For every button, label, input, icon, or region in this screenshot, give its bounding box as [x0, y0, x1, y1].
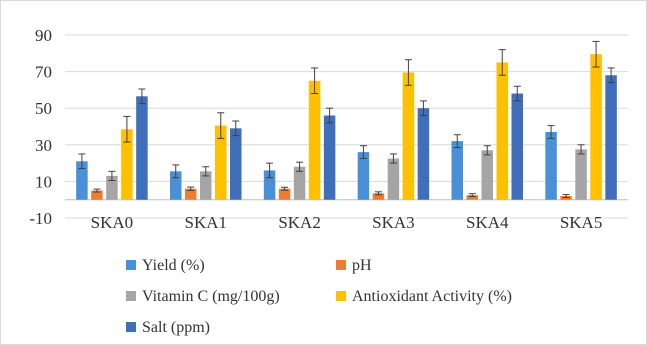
error-bar: [592, 40, 600, 68]
error-bar: [217, 112, 225, 139]
bar: [293, 166, 306, 200]
bar: [511, 93, 523, 200]
error-bar: [108, 170, 116, 181]
y-tick-label: 70: [35, 63, 52, 82]
legend-swatch: [336, 291, 346, 301]
bar: [278, 188, 291, 200]
bar: [590, 54, 602, 200]
error-bar: [93, 188, 101, 193]
error-bar: [404, 59, 412, 86]
bar: [121, 129, 133, 200]
x-category-label: SKA1: [184, 213, 227, 232]
bar: [308, 80, 321, 200]
legend-label: Salt (ppm): [142, 319, 210, 336]
x-axis-labels: SKA0 SKA1 SKA2 SKA3 SKA4 SKA5: [91, 213, 603, 232]
error-bar: [266, 162, 274, 179]
error-bar: [513, 85, 521, 102]
bar: [605, 75, 617, 200]
legend-entry: Salt (ppm): [126, 319, 210, 336]
error-bar: [562, 194, 570, 199]
error-bar: [296, 161, 304, 172]
error-bar: [374, 191, 382, 196]
bar: [357, 152, 370, 200]
bar: [466, 195, 478, 200]
bar: [200, 171, 212, 200]
bar: [136, 96, 148, 200]
error-bar: [232, 120, 240, 137]
y-tick-label: 90: [35, 26, 52, 45]
bar: [170, 171, 182, 200]
x-category-label: SKA4: [466, 213, 509, 232]
bar: [185, 188, 197, 200]
bar: [481, 150, 493, 200]
legend-label: Vitamin C (mg/100g): [142, 288, 280, 305]
error-bar: [468, 193, 476, 198]
y-tick-label: -10: [29, 209, 52, 228]
error-bar: [359, 145, 367, 160]
error-bar: [311, 67, 319, 95]
bar: [496, 62, 508, 200]
bars: [76, 54, 617, 200]
legend-entry: Vitamin C (mg/100g): [126, 288, 280, 305]
error-bar: [187, 186, 195, 191]
error-bar: [577, 144, 585, 155]
error-bar: [453, 134, 461, 149]
x-category-label: SKA5: [560, 213, 603, 232]
bar: [215, 125, 227, 200]
legend: Yield (%) pH Vitamin C (mg/100g) Antioxidan…: [126, 257, 512, 336]
error-bar: [498, 49, 506, 76]
error-bar: [123, 115, 131, 143]
legend-label: Yield (%): [142, 257, 205, 274]
bar: [263, 170, 276, 200]
y-tick-label: 50: [35, 99, 52, 118]
bar: [106, 175, 118, 200]
error-bar: [607, 67, 615, 84]
legend-swatch: [126, 291, 136, 301]
legend-label: pH: [352, 257, 372, 274]
legend-entry: Yield (%): [126, 257, 205, 274]
legend-swatch: [336, 260, 346, 270]
error-bar: [326, 107, 334, 124]
legend-entry: pH: [336, 257, 372, 274]
legend-swatch: [126, 260, 136, 270]
bar: [575, 149, 587, 200]
legend-swatch: [126, 322, 136, 332]
bar: [387, 158, 400, 200]
error-bar: [202, 166, 210, 177]
bar: [451, 141, 463, 200]
bar: [91, 190, 103, 200]
error-bar: [138, 88, 146, 105]
x-category-label: SKA3: [372, 213, 415, 232]
error-bar: [172, 164, 180, 179]
gridlines: [65, 34, 628, 219]
x-category-label: SKA2: [278, 213, 321, 232]
legend-label: Antioxidant Activity (%): [352, 288, 512, 305]
y-tick-label: 30: [35, 136, 52, 155]
legend-entry: Antioxidant Activity (%): [336, 288, 512, 305]
bar: [402, 72, 415, 200]
bar: [545, 131, 557, 200]
error-bar: [547, 125, 555, 139]
bar: [230, 128, 242, 200]
bar: [372, 193, 385, 200]
error-bar: [483, 145, 491, 156]
y-axis-ticks: -10 10 30 50 70 90: [29, 26, 52, 228]
bar: [323, 115, 336, 200]
error-bar: [281, 186, 289, 191]
bar: [76, 161, 88, 200]
bar: [417, 108, 430, 200]
y-tick-label: 10: [35, 172, 52, 191]
error-bar: [389, 153, 397, 164]
error-bars: [78, 40, 615, 199]
error-bar: [419, 100, 427, 117]
x-category-label: SKA0: [91, 213, 134, 232]
error-bar: [78, 153, 86, 170]
